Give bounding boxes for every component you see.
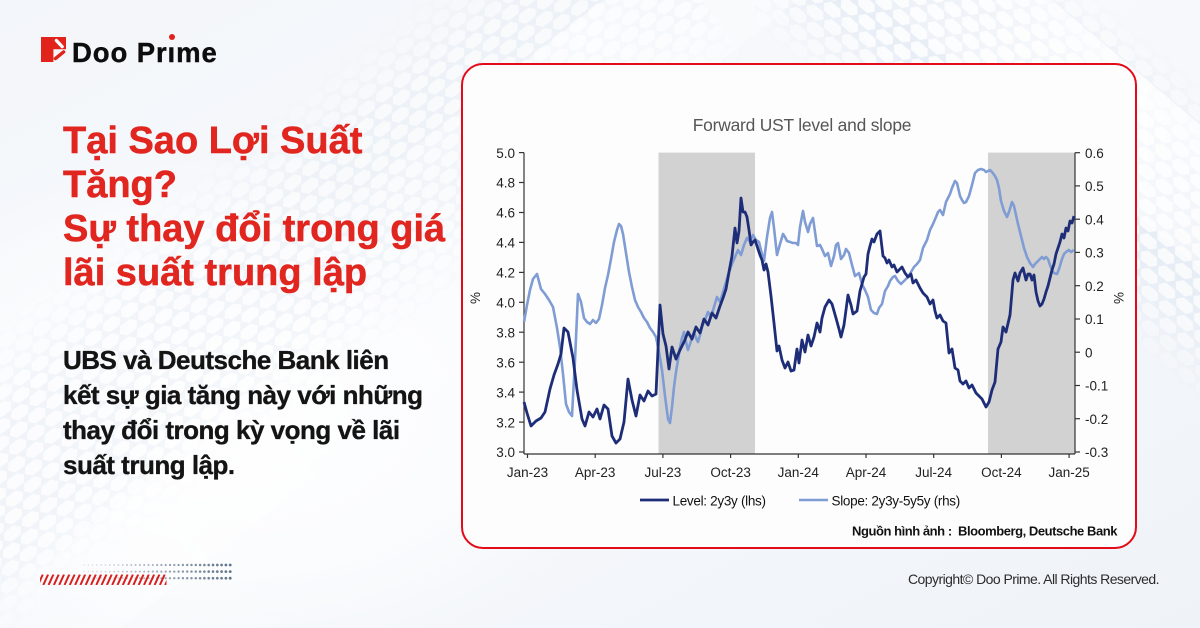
svg-text:0.1: 0.1 (1085, 312, 1104, 327)
svg-text:5.0: 5.0 (496, 146, 515, 161)
svg-text:4.4: 4.4 (496, 236, 515, 251)
svg-text:%: % (1111, 292, 1126, 304)
svg-text:Slope: 2y3y-5y5y (rhs): Slope: 2y3y-5y5y (rhs) (832, 494, 960, 509)
svg-text:3.2: 3.2 (496, 415, 515, 430)
svg-text:0.3: 0.3 (1085, 246, 1104, 261)
svg-text:Apr-23: Apr-23 (575, 465, 616, 480)
svg-text:-0.3: -0.3 (1085, 445, 1108, 460)
svg-text:Forward UST level and slope: Forward UST level and slope (693, 115, 912, 135)
svg-text:0.2: 0.2 (1085, 279, 1104, 294)
svg-text:-0.2: -0.2 (1085, 412, 1108, 427)
svg-text:Oct-23: Oct-23 (710, 465, 751, 480)
svg-text:Level: 2y3y (lhs): Level: 2y3y (lhs) (673, 494, 766, 509)
svg-text:Jan-23: Jan-23 (507, 465, 548, 480)
svg-text:-0.1: -0.1 (1085, 379, 1108, 394)
svg-text:3.6: 3.6 (496, 355, 515, 370)
svg-text:Jul-24: Jul-24 (915, 465, 952, 480)
svg-text:0.4: 0.4 (1085, 212, 1104, 227)
svg-text:Oct-24: Oct-24 (981, 465, 1022, 480)
svg-text:Nguồn hình ảnh : Bloomberg, D: Nguồn hình ảnh : Bloomberg, Deutsche Ban… (852, 524, 1118, 539)
svg-text:3.8: 3.8 (496, 325, 515, 340)
svg-text:4.0: 4.0 (496, 296, 515, 311)
svg-text:%: % (468, 292, 483, 304)
svg-text:Jan-24: Jan-24 (778, 465, 820, 480)
svg-text:0: 0 (1085, 345, 1093, 360)
svg-text:3.4: 3.4 (496, 385, 515, 400)
svg-text:Jan-25: Jan-25 (1048, 465, 1089, 480)
svg-text:4.2: 4.2 (496, 266, 515, 281)
svg-text:Jul-23: Jul-23 (645, 465, 682, 480)
svg-text:0.5: 0.5 (1085, 179, 1104, 194)
svg-text:0.6: 0.6 (1085, 146, 1104, 161)
svg-text:4.8: 4.8 (496, 176, 515, 191)
svg-text:3.0: 3.0 (496, 445, 515, 460)
svg-text:4.6: 4.6 (496, 206, 515, 221)
svg-text:Apr-24: Apr-24 (846, 465, 887, 480)
